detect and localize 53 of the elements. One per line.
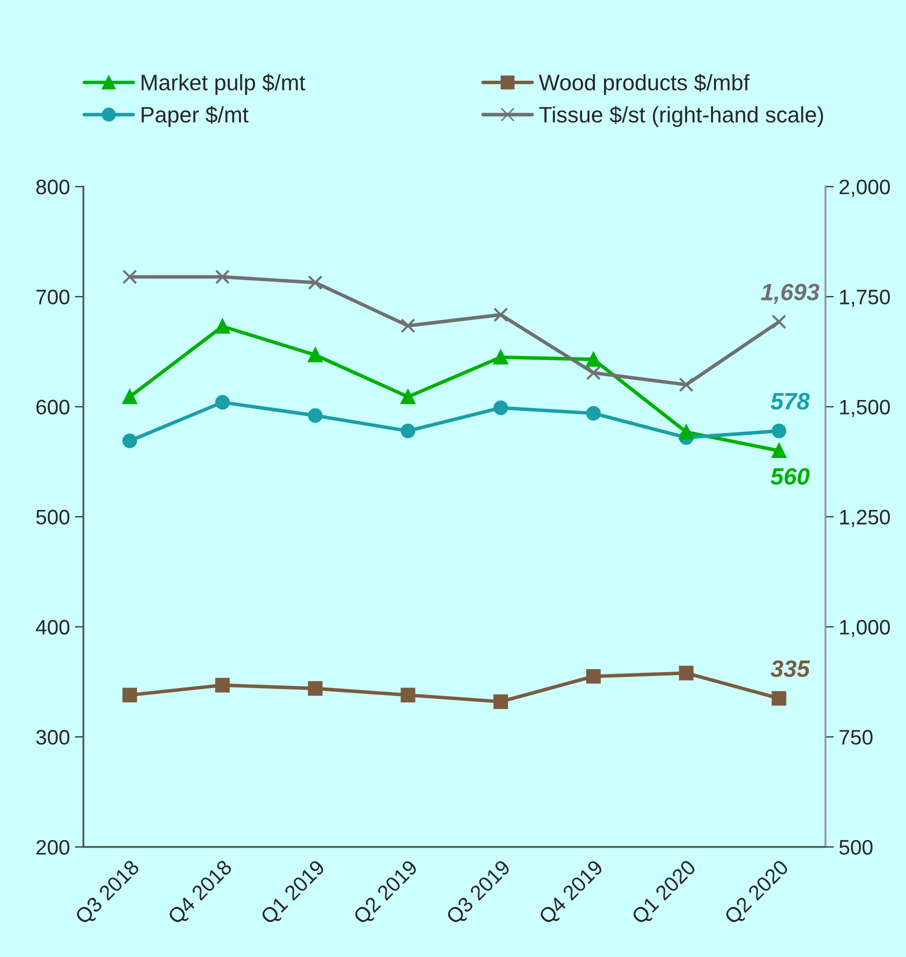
legend-label: Market pulp $/mt — [142, 74, 306, 95]
point — [215, 395, 230, 410]
legend-label: Paper $/mt — [142, 106, 248, 127]
data-label: 560 — [770, 468, 810, 485]
point — [772, 314, 786, 330]
y2-tick-label: 1,000 — [840, 620, 890, 638]
point — [678, 424, 694, 440]
point — [122, 688, 138, 702]
y-tick-label: 700 — [36, 290, 70, 304]
point — [308, 681, 323, 696]
point — [493, 400, 508, 416]
y-tick-label: 800 — [36, 180, 70, 194]
point — [215, 270, 230, 284]
point — [308, 348, 323, 362]
legend-label: Tissue $/st (right-hand scale) — [539, 106, 824, 127]
y2-tick-label: 750 — [840, 730, 873, 745]
point — [308, 408, 323, 423]
data-label: 335 — [770, 660, 810, 678]
point — [586, 352, 601, 367]
y-tick-label: 400 — [36, 620, 70, 635]
point — [400, 688, 416, 702]
y2-tick-label: 1,750 — [840, 290, 890, 307]
point — [586, 669, 601, 684]
y-tick-label: 200 — [36, 840, 70, 855]
point — [122, 434, 138, 448]
point — [586, 366, 601, 380]
point — [772, 691, 786, 706]
point — [772, 443, 786, 458]
point — [493, 694, 508, 709]
data-label: 578 — [770, 392, 810, 410]
point — [215, 319, 230, 334]
point — [586, 406, 601, 421]
point — [493, 307, 508, 322]
point — [400, 390, 416, 404]
point — [400, 424, 416, 438]
point — [308, 275, 323, 290]
point — [772, 424, 786, 438]
y2-tick-label: 500 — [839, 840, 873, 855]
data-label: 1,693 — [760, 284, 820, 304]
y-tick-label: 600 — [36, 400, 70, 414]
point — [493, 350, 508, 364]
point — [122, 270, 138, 284]
point — [678, 377, 694, 392]
point — [400, 318, 416, 334]
y2-tick-label: 2,000 — [840, 180, 890, 197]
point — [122, 390, 138, 404]
legend-label: Wood products $/mbf — [538, 74, 750, 95]
y2-tick-label: 1,500 — [840, 400, 890, 417]
y2-tick-label: 1,250 — [840, 510, 890, 527]
y-tick-label: 500 — [36, 510, 70, 525]
y-tick-label: 300 — [36, 730, 70, 745]
point — [678, 666, 694, 680]
point — [215, 678, 230, 692]
